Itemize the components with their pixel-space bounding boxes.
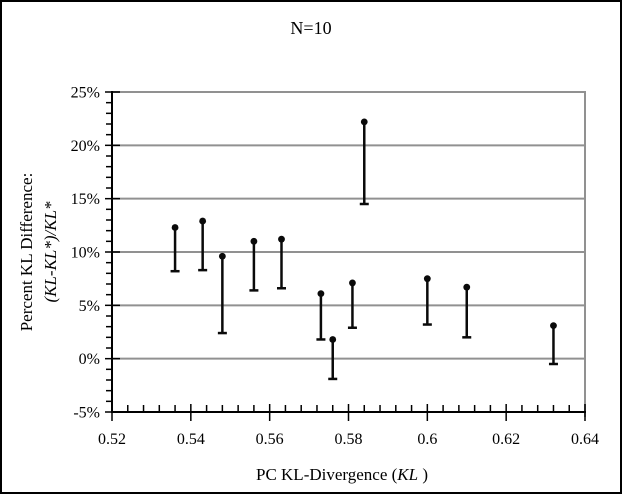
data-point bbox=[317, 290, 325, 297]
gridlines bbox=[111, 91, 586, 417]
x-tick-label: 0.54 bbox=[177, 431, 205, 448]
y-tick-label: 10% bbox=[71, 245, 100, 262]
data-point bbox=[360, 118, 368, 126]
y-tick-label: 0% bbox=[79, 351, 100, 368]
x-tick-label: 0.52 bbox=[98, 431, 126, 448]
data-point bbox=[463, 283, 471, 291]
y-tick-label: 5% bbox=[79, 298, 100, 315]
y-tick-labels: 25% 20% 15% 10% 5% 0% -5% bbox=[71, 85, 100, 422]
x-axis-title: PC KL-Divergence (KL ) bbox=[256, 465, 428, 484]
x-axis-title-suffix: ) bbox=[418, 465, 428, 484]
x-tick-labels: 0.52 0.54 0.56 0.58 0.6 0.62 0.64 bbox=[98, 431, 599, 448]
y-tick-label: 15% bbox=[71, 191, 100, 208]
y-tick-label: 25% bbox=[71, 85, 100, 102]
data-point bbox=[250, 237, 258, 245]
data-point bbox=[550, 322, 557, 329]
x-tick-label: 0.62 bbox=[492, 431, 520, 448]
chart-title: N=10 bbox=[290, 18, 331, 38]
x-tick-label: 0.58 bbox=[335, 431, 363, 448]
x-axis-title-prefix: PC KL-Divergence ( bbox=[256, 465, 398, 484]
y-axis-title-line2: (KL-KL*)/KL* bbox=[41, 201, 60, 303]
data-point bbox=[171, 224, 179, 231]
y-axis-title-line1: Percent KL Difference: bbox=[17, 173, 36, 332]
y-tick-label: -5% bbox=[73, 405, 100, 422]
x-tick-label: 0.64 bbox=[571, 431, 599, 448]
data-point bbox=[349, 279, 356, 287]
x-axis-title-symbol: KL bbox=[396, 465, 418, 484]
data-point bbox=[278, 235, 285, 243]
data-point bbox=[329, 336, 337, 343]
data-series bbox=[170, 118, 558, 381]
y-tick-label: 20% bbox=[71, 138, 100, 155]
data-point bbox=[199, 217, 207, 225]
x-tick-label: 0.6 bbox=[417, 431, 437, 448]
tick-marks bbox=[105, 91, 586, 421]
data-point bbox=[218, 252, 226, 260]
data-point bbox=[423, 275, 431, 283]
x-tick-label: 0.56 bbox=[256, 431, 284, 448]
